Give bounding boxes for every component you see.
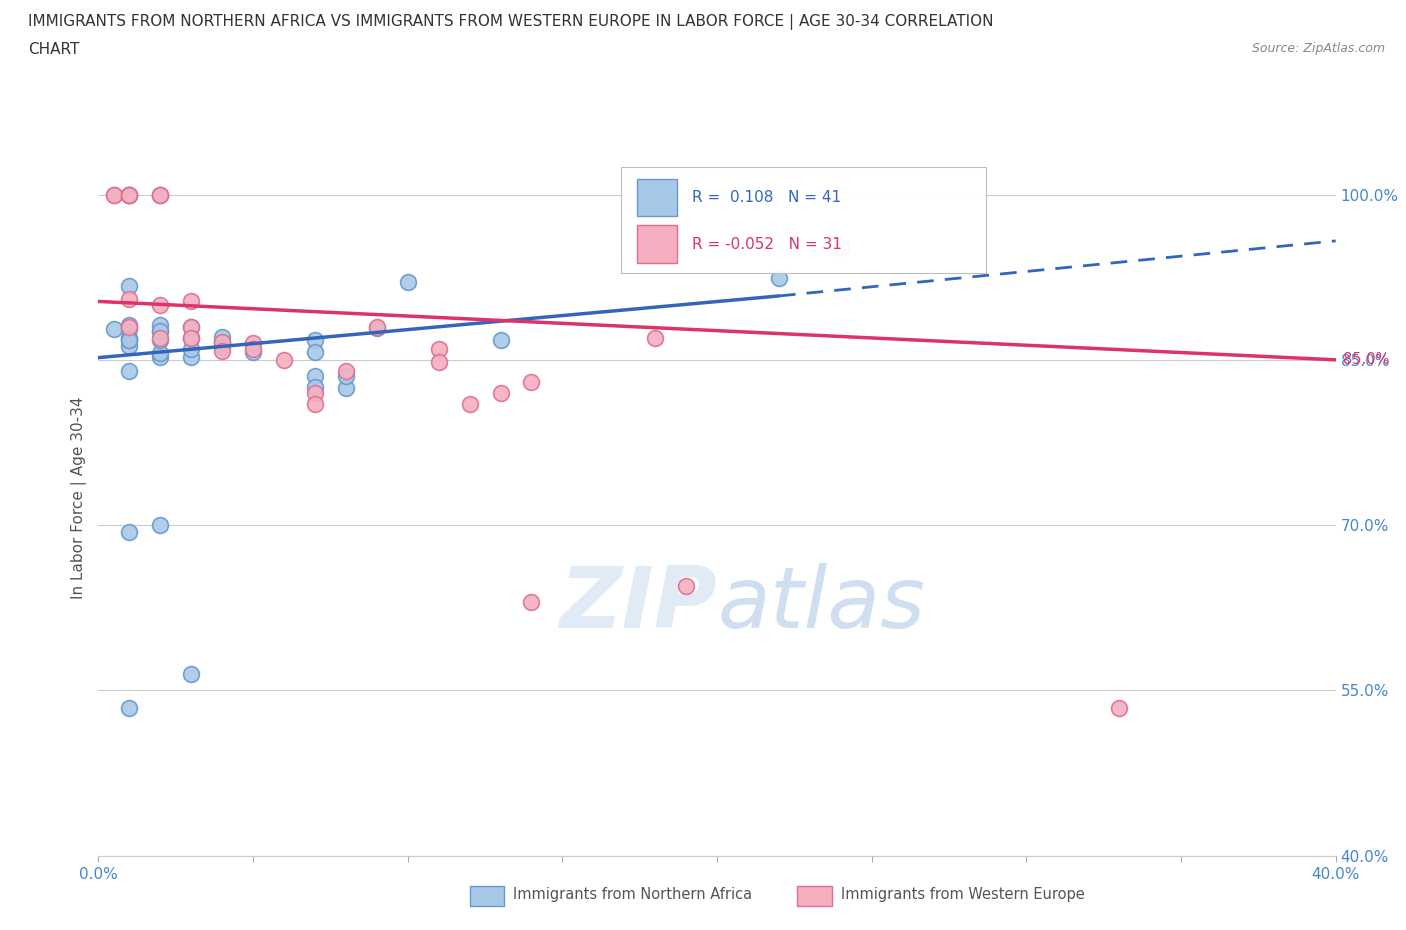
Point [211,343,233,358]
FancyBboxPatch shape [620,166,986,273]
Point [149,187,172,202]
Point [644,330,666,345]
Point [304,345,326,360]
Point [118,525,141,539]
Point [118,339,141,353]
Point [118,700,141,715]
Point [118,333,141,348]
Point [149,330,172,345]
Point [458,396,481,411]
Point [118,187,141,202]
Text: Immigrants from Northern Africa: Immigrants from Northern Africa [513,887,752,902]
Bar [470,885,505,906]
Point [830,240,852,255]
Point [273,352,295,367]
Text: Immigrants from Western Europe: Immigrants from Western Europe [841,887,1084,902]
Point [103,187,125,202]
Y-axis label: In Labor Force | Age 30-34: In Labor Force | Age 30-34 [72,396,87,599]
Point [242,345,264,360]
Point [118,319,141,334]
Point [149,187,172,202]
Point [103,187,125,202]
Text: IMMIGRANTS FROM NORTHERN AFRICA VS IMMIGRANTS FROM WESTERN EUROPE IN LABOR FORCE: IMMIGRANTS FROM NORTHERN AFRICA VS IMMIG… [28,14,994,30]
Point [118,187,141,202]
Point [366,319,388,334]
Bar [637,225,678,262]
Text: atlas: atlas [717,564,925,646]
Point [149,187,172,202]
Point [211,329,233,344]
Text: 85.0%: 85.0% [1343,352,1389,367]
Point [180,319,202,334]
Point [520,595,543,610]
Point [304,385,326,400]
Point [489,333,512,348]
Point [180,319,202,334]
Text: CHART: CHART [28,42,80,57]
Bar [797,885,832,906]
Point [304,369,326,384]
Point [427,354,450,369]
Point [396,274,419,289]
Point [180,341,202,356]
Point [304,333,326,348]
Point [768,271,790,286]
Point [118,333,141,348]
Point [211,335,233,350]
Point [366,321,388,336]
Point [118,322,141,337]
Point [149,333,172,348]
Point [118,330,141,345]
Point [149,324,172,339]
Point [149,324,172,339]
Point [118,187,141,202]
Point [180,330,202,345]
Text: R =  0.108   N = 41: R = 0.108 N = 41 [692,190,841,205]
Point [427,341,450,356]
Point [180,349,202,364]
Point [118,317,141,332]
Text: R = -0.052   N = 31: R = -0.052 N = 31 [692,236,842,251]
Text: ZIP: ZIP [560,564,717,646]
Point [242,336,264,351]
Point [335,369,357,384]
Point [520,375,543,390]
Point [149,298,172,312]
Point [118,187,141,202]
Point [118,292,141,307]
Point [118,279,141,294]
Point [118,364,141,379]
Point [675,578,697,593]
Point [1108,700,1130,715]
Point [149,518,172,533]
Point [304,380,326,395]
Point [180,294,202,309]
Bar [637,179,678,216]
Point [149,346,172,361]
Point [149,317,172,332]
Point [149,349,172,364]
Point [335,381,357,396]
Point [211,339,233,354]
Point [211,335,233,350]
Point [304,396,326,411]
Point [180,330,202,345]
Point [180,667,202,682]
Point [335,364,357,379]
Point [489,385,512,400]
Point [103,322,125,337]
Text: Source: ZipAtlas.com: Source: ZipAtlas.com [1251,42,1385,55]
Point [242,341,264,356]
